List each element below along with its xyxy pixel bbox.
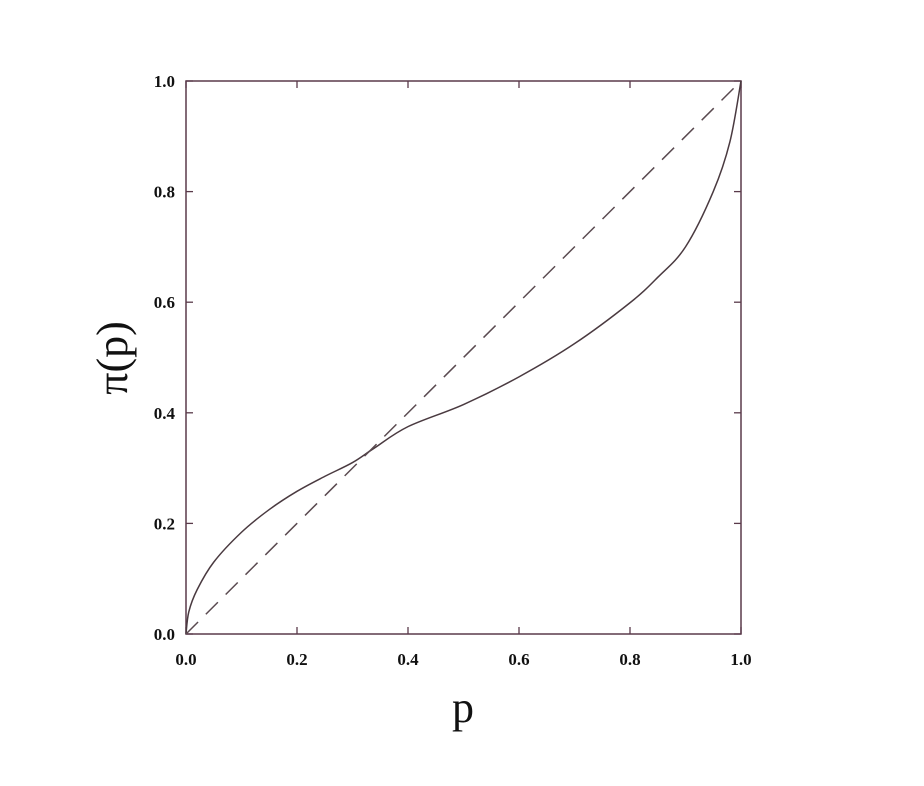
x-tick-label: 0.6	[508, 650, 529, 669]
x-tick-label: 0.0	[175, 650, 196, 669]
y-tick-label: 0.6	[154, 293, 175, 312]
y-axis-label: π(p)	[88, 321, 137, 395]
x-tick-label: 1.0	[730, 650, 751, 669]
y-tick-label: 1.0	[154, 72, 175, 91]
y-tick-label: 0.4	[154, 404, 176, 423]
y-tick-label: 0.2	[154, 514, 175, 533]
diagonal-reference-line	[185, 80, 742, 635]
y-tick-label: 0.8	[154, 183, 175, 202]
x-tick-label: 0.8	[619, 650, 640, 669]
plot-frame	[185, 80, 742, 635]
x-axis-label: p	[452, 683, 474, 732]
x-tick-label: 0.4	[397, 650, 419, 669]
weighting-curve	[185, 80, 742, 635]
y-tick-label: 0.0	[154, 625, 175, 644]
x-tick-label: 0.2	[286, 650, 307, 669]
